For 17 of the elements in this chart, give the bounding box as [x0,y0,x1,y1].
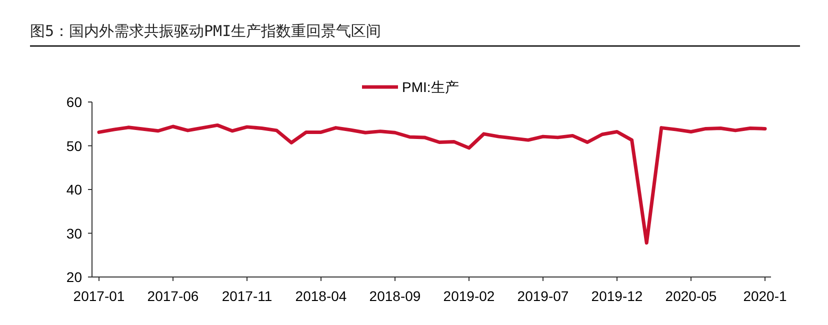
legend-label: PMI:生产 [402,79,459,95]
title: 图5：国内外需求共振驱动PMI生产指数重回景气区间 [30,22,382,40]
x-tick-label: 2018-04 [295,288,347,304]
x-tick-label: 2017-01 [73,288,125,304]
x-tick-label: 2019-12 [591,288,643,304]
y-tick-label: 20 [66,269,82,285]
y-tick-label: 60 [66,94,82,110]
x-tick-label: 2018-09 [369,288,421,304]
y-tick-label: 50 [66,138,82,154]
y-tick-label: 40 [66,182,82,198]
x-tick-label: 2017-11 [222,288,272,304]
x-tick-label: 2019-02 [443,288,495,304]
x-tick-label: 2020-05 [665,288,717,304]
x-tick-label: 2020-1 [743,288,788,304]
x-tick-label: 2019-07 [517,288,569,304]
x-tick-label: 2017-06 [147,288,199,304]
y-tick-label: 30 [66,225,82,242]
